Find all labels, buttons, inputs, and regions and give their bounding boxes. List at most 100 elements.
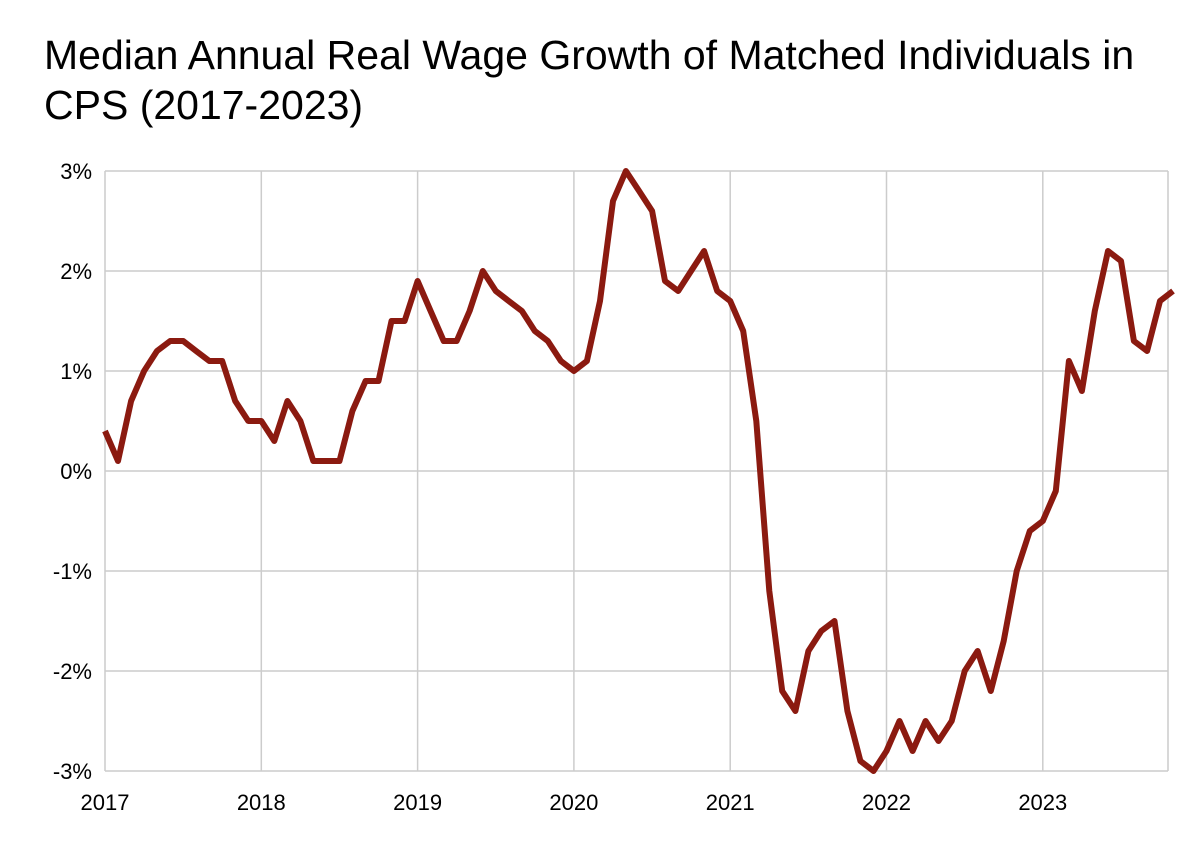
y-axis-tick-labels: 3% 2% 1% 0% -1% -2% -3% [53, 159, 92, 784]
data-point [402, 319, 407, 324]
data-point [1014, 569, 1019, 574]
data-point [298, 419, 303, 424]
data-point [715, 289, 720, 294]
data-point [571, 369, 576, 374]
data-point [650, 209, 655, 214]
data-point [871, 769, 876, 774]
data-point [676, 289, 681, 294]
data-point [1027, 529, 1032, 534]
data-point [884, 749, 889, 754]
x-tick-label: 2019 [393, 790, 442, 815]
x-tick-label: 2018 [237, 790, 286, 815]
data-point [376, 379, 381, 384]
data-point [441, 339, 446, 344]
data-point [259, 419, 264, 424]
grid [104, 170, 1169, 772]
data-point [337, 459, 342, 464]
data-point [663, 279, 668, 284]
y-tick-label: 0% [60, 459, 92, 484]
x-tick-label: 2022 [862, 790, 911, 815]
data-point [1131, 339, 1136, 344]
data-point [780, 689, 785, 694]
data-point [1053, 489, 1058, 494]
data-point [324, 459, 329, 464]
data-point [311, 459, 316, 464]
data-point [233, 399, 238, 404]
x-axis-tick-labels: 2017 2018 2019 2020 2021 2022 2023 [81, 790, 1068, 815]
data-point [506, 299, 511, 304]
data-point [415, 279, 420, 284]
x-tick-label: 2020 [549, 790, 598, 815]
data-point [754, 419, 759, 424]
data-point [558, 359, 563, 364]
data-point [129, 399, 134, 404]
data-point [741, 329, 746, 334]
data-point [1092, 309, 1097, 314]
y-tick-label: 1% [60, 359, 92, 384]
data-point [728, 299, 733, 304]
data-point [532, 329, 537, 334]
series-layer [102, 168, 1176, 774]
data-point [975, 649, 980, 654]
data-point [923, 719, 928, 724]
data-point [155, 349, 160, 354]
data-point [181, 339, 186, 344]
data-point [168, 339, 173, 344]
y-tick-label: 2% [60, 259, 92, 284]
data-point [272, 439, 277, 444]
data-point [767, 589, 772, 594]
data-point [1119, 259, 1124, 264]
data-point [480, 269, 485, 274]
data-point [285, 399, 290, 404]
data-point [598, 299, 603, 304]
data-point [220, 359, 225, 364]
data-point [936, 739, 941, 744]
data-point [689, 269, 694, 274]
data-point [1079, 389, 1084, 394]
data-point [103, 429, 108, 434]
series-line-0 [102, 168, 1175, 774]
x-tick-label: 2023 [1018, 790, 1067, 815]
data-point [858, 759, 863, 764]
data-point [207, 359, 212, 364]
data-point [832, 619, 837, 624]
data-point [116, 459, 121, 464]
data-point [467, 309, 472, 314]
data-point [1040, 519, 1045, 524]
data-point [428, 309, 433, 314]
data-point [545, 339, 550, 344]
data-point [819, 629, 824, 634]
data-point [389, 319, 394, 324]
data-point [806, 649, 811, 654]
data-point [142, 369, 147, 374]
x-tick-label: 2017 [81, 790, 130, 815]
y-tick-label: -3% [53, 759, 92, 784]
data-point [1001, 639, 1006, 644]
data-point [949, 719, 954, 724]
data-point [584, 359, 589, 364]
y-tick-label: -1% [53, 559, 92, 584]
data-point [519, 309, 524, 314]
data-point [988, 689, 993, 694]
data-point [1158, 299, 1163, 304]
data-point [637, 189, 642, 194]
data-point [454, 339, 459, 344]
data-point [845, 709, 850, 714]
data-point [611, 199, 616, 204]
data-point [1171, 289, 1176, 294]
data-point [962, 669, 967, 674]
data-point [1066, 359, 1071, 364]
x-tick-label: 2021 [706, 790, 755, 815]
data-point [1106, 249, 1111, 254]
chart-title: Median Annual Real Wage Growth of Matche… [44, 32, 1135, 128]
data-point [897, 719, 902, 724]
data-point [246, 419, 251, 424]
data-point [194, 349, 199, 354]
data-point [910, 749, 915, 754]
data-point [793, 709, 798, 714]
data-point [623, 169, 628, 174]
data-point [363, 379, 368, 384]
data-point [1145, 349, 1150, 354]
y-tick-label: 3% [60, 159, 92, 184]
